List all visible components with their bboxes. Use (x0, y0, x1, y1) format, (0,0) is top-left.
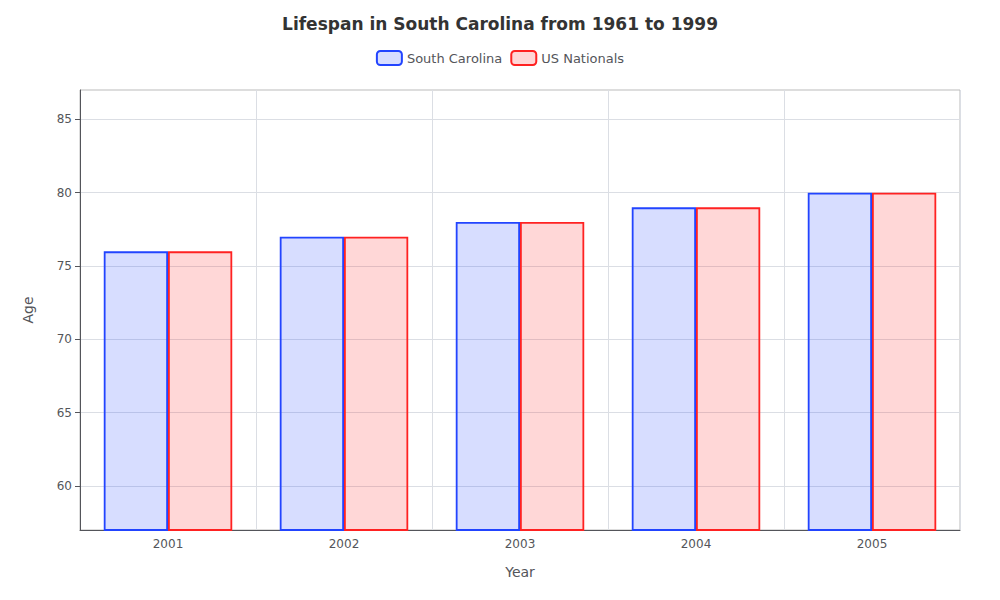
svg-text:2005: 2005 (857, 537, 888, 551)
svg-text:Age: Age (20, 296, 36, 323)
svg-text:2002: 2002 (329, 537, 360, 551)
svg-text:75: 75 (57, 259, 72, 273)
svg-text:65: 65 (57, 406, 72, 420)
svg-text:Year: Year (504, 564, 535, 580)
svg-text:60: 60 (57, 479, 72, 493)
svg-text:2003: 2003 (505, 537, 536, 551)
svg-text:2004: 2004 (681, 537, 712, 551)
svg-text:70: 70 (57, 332, 72, 346)
svg-text:2001: 2001 (153, 537, 184, 551)
svg-text:US Nationals: US Nationals (541, 51, 624, 66)
svg-text:80: 80 (57, 186, 72, 200)
svg-text:Lifespan in South Carolina fro: Lifespan in South Carolina from 1961 to … (282, 14, 718, 34)
svg-text:85: 85 (57, 112, 72, 126)
svg-text:South Carolina: South Carolina (407, 51, 502, 66)
